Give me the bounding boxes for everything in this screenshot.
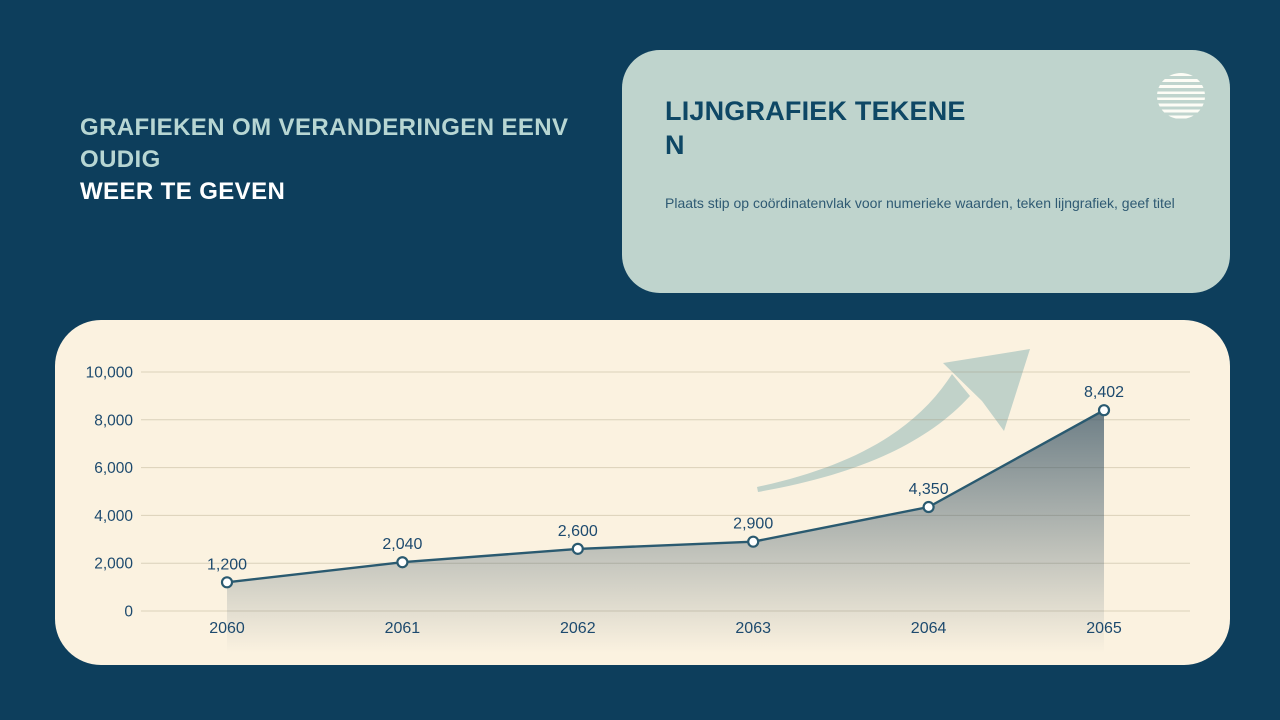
x-axis-tick-label: 2065	[1086, 620, 1122, 637]
data-point-label: 2,600	[558, 523, 598, 540]
data-point	[922, 500, 935, 514]
growth-arrow-body	[757, 374, 970, 492]
data-point-label: 8,402	[1084, 384, 1124, 401]
data-point	[1097, 404, 1111, 417]
y-axis-tick-label: 4,000	[94, 508, 133, 525]
data-point	[220, 576, 234, 589]
y-axis-tick-label: 10,000	[86, 365, 134, 382]
slide-title-line2: OUDIG	[80, 146, 161, 173]
chart-panel: 0 2,000 4,000 6,000 8,000 10,000 1,200 2,040 2,6…	[55, 320, 1230, 665]
data-point-label: 2,040	[382, 536, 422, 553]
card-title-line1: LIJNGRAFIEK TEKENE	[665, 96, 966, 126]
striped-sphere-icon	[1157, 73, 1205, 119]
data-point-label: 4,350	[909, 481, 949, 498]
data-point-label: 2,900	[733, 516, 773, 533]
growth-arrow-head	[943, 349, 1030, 431]
y-axis-tick-label: 6,000	[94, 460, 133, 477]
data-point	[747, 535, 760, 548]
card-title-line2: N	[665, 130, 685, 160]
area-fill	[227, 410, 1104, 653]
card-description: Plaats stip op coördinatenvlak voor nume…	[665, 195, 1175, 211]
line-chart: 0 2,000 4,000 6,000 8,000 10,000 1,200 2,040 2,6…	[86, 349, 1190, 653]
info-card: LIJNGRAFIEK TEKENE N Plaats stip op coör…	[622, 50, 1230, 293]
slide-title-line3: WEER TE GEVEN	[80, 178, 286, 205]
data-line	[226, 409, 1105, 584]
y-axis-tick-label: 0	[124, 604, 133, 621]
data-point	[571, 542, 584, 555]
slide-title: GRAFIEKEN OM VERANDERINGEN EENV OUDIG WE…	[80, 112, 568, 208]
slide-title-line1: GRAFIEKEN OM VERANDERINGEN EENV	[80, 114, 569, 141]
x-axis-tick-label: 2060	[209, 620, 245, 637]
growth-arrow-icon	[757, 349, 1030, 492]
x-axis-tick-label: 2064	[911, 620, 947, 637]
x-axis-tick-label: 2062	[560, 620, 596, 637]
y-axis-tick-label: 8,000	[94, 412, 133, 429]
y-axis-tick-label: 2,000	[94, 556, 133, 573]
x-axis-tick-label: 2061	[385, 620, 421, 637]
data-point	[396, 556, 409, 569]
data-point-label: 1,200	[207, 556, 247, 573]
card-title: LIJNGRAFIEK TEKENE N	[665, 94, 966, 162]
x-axis-tick-label: 2063	[735, 620, 771, 637]
